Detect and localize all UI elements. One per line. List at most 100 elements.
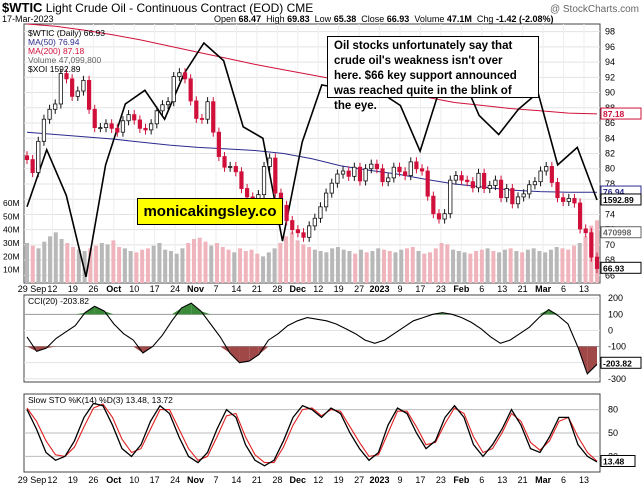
volume-bar [168,251,173,283]
date-tick-label: 2023 [370,475,390,485]
volume-bar [53,232,58,283]
volume-bar [266,252,271,283]
date-tick-label: 17 [150,284,160,294]
date-tick-label: Feb [453,475,470,485]
candle [386,177,391,183]
sto-panel: 205080Slow STO %K(14) %D(3) 13.48, 13.72… [24,395,636,467]
price-tick-label: 92 [605,72,615,82]
price-tick-label: 98 [605,27,615,37]
candle [137,119,142,129]
candle [273,157,278,194]
volume-bar [393,252,398,283]
candle [318,206,323,219]
date-tick-label: 24 [170,475,180,485]
price-tick-label: 74 [605,209,615,219]
open-value: 68.47 [238,14,262,24]
cci-last-value-tag [600,356,642,369]
cci-tick-label: 200 [608,293,623,303]
price-tick-label: 68 [605,255,615,265]
candle [324,192,329,208]
candlesticks [24,68,600,274]
date-tick-label: 28 [272,475,282,485]
candle [544,166,549,172]
candle [589,232,594,258]
legend-item: $XOI 1592.89 [28,64,81,74]
close-value: 66.93 [386,14,410,24]
volume-bar [42,241,47,283]
candle [126,114,131,122]
candle [177,72,182,77]
axis-tick-labels: 666870727476788082848688909294969829 Sep… [3,27,615,485]
sto-legend: Slow STO %K(14) %D(3) 13.48, 13.72 [28,395,173,405]
chart-header: $WTIC Light Crude Oil - Continuous Contr… [2,0,313,15]
candle [346,170,351,177]
volume-bar [88,248,93,283]
date-tick-label: 6 [561,284,566,294]
volume-bar [318,251,323,283]
sto-tick-label: 50 [608,428,618,438]
candle [98,127,103,129]
date-tick-label: 23 [436,284,446,294]
volume-bar [330,248,335,283]
volume-bar [122,248,127,283]
candle [583,228,588,234]
last-value-tag-text: 470998 [603,228,632,238]
date-tick-label: Oct [106,475,121,485]
last-value-tag-text: 76.94 [603,187,625,197]
volume-bar [364,252,369,283]
candle [64,73,69,80]
volume-bar [111,240,116,283]
candle [228,166,233,168]
volume-bar [543,252,548,283]
volume-bar [566,249,571,283]
volume-bar [220,247,225,283]
volume-bar [433,248,438,283]
candle [515,196,521,205]
date-tick-label: Mar [535,284,552,294]
cci-oversold-fill [133,346,143,353]
candle [205,101,210,120]
sto-d-line [26,403,598,464]
volume-bar [335,247,340,283]
volume-bar [295,240,300,283]
candle [374,163,380,170]
volume-bar [456,251,461,283]
volume-bar [261,256,266,283]
candle [239,171,244,189]
volume-bar [595,220,599,283]
candle [369,163,374,170]
candle [290,220,295,231]
candle [199,118,205,120]
candle [459,175,464,181]
candle [510,188,515,205]
candle [149,123,154,131]
candle [312,217,317,227]
candle [53,103,58,110]
date-tick-label: 10 [129,475,139,485]
volume-bar [59,239,64,283]
candle [47,108,52,120]
date-tick-label: 7 [213,475,218,485]
legend-item: Volume 47,099,800 [28,55,102,65]
date-tick-label: 10 [129,284,139,294]
price-tick-label: 78 [605,179,615,189]
last-value-tag [600,107,642,120]
cci-overbought-fill [181,303,192,315]
date-tick-label: 24 [170,284,180,294]
sto-tick-label: 80 [608,405,618,415]
candle [182,72,188,80]
sto-last-value-text: 13.48 [603,456,625,466]
candle [425,170,430,197]
date-tick-label: Dec [290,475,307,485]
volume-bar [128,251,133,283]
candle [103,123,109,128]
high-label: High [266,14,285,24]
candle [431,195,436,215]
candle [188,78,193,102]
cci-tick-label: -100 [608,342,626,352]
candle [222,156,227,168]
date-tick-label: 19 [68,284,78,294]
volume-bar [462,252,467,283]
volume-bar [514,251,519,283]
candle [538,170,543,183]
